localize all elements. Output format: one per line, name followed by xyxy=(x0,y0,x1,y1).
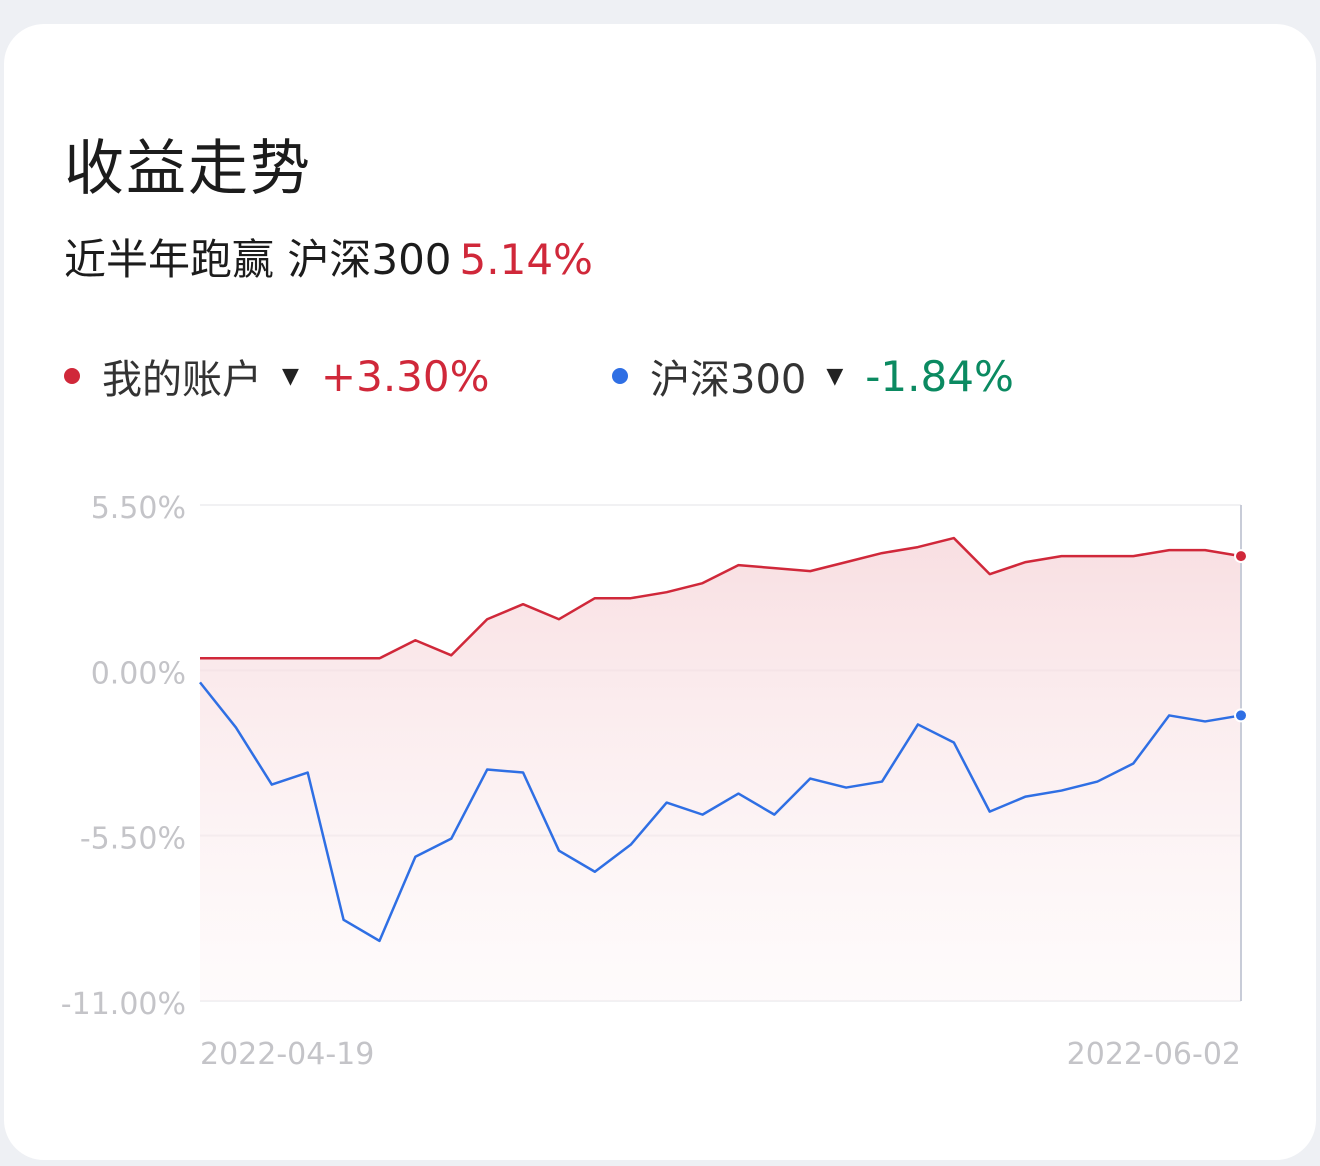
benchmark-series-dot xyxy=(612,368,628,384)
y-tick-label: 0.00% xyxy=(91,656,186,691)
y-tick-label: -5.50% xyxy=(80,822,186,857)
account-end-point xyxy=(1234,549,1248,564)
account-series-dot xyxy=(64,368,80,384)
y-tick-label: 5.50% xyxy=(91,491,186,526)
x-tick-label: 2022-04-19 xyxy=(200,1037,374,1072)
y-tick-label: -11.00% xyxy=(61,987,186,1022)
benchmark-end-point xyxy=(1234,708,1248,723)
triangle-down-icon[interactable]: ▼ xyxy=(282,363,299,389)
benchmark-summary-label: 近半年跑赢 沪深300 xyxy=(64,235,452,284)
account-return-value: +3.30% xyxy=(320,351,490,401)
account-series-line xyxy=(200,536,1242,660)
page-title: 收益走势 xyxy=(64,134,312,204)
account-series-area xyxy=(200,538,1241,1001)
benchmark-series-line xyxy=(199,681,1242,943)
account-series-name: 我的账户 xyxy=(102,357,262,403)
legend-item-account[interactable]: 我的账户 ▼ +3.30% xyxy=(64,346,490,406)
excess-return-value: 5.14% xyxy=(459,235,593,284)
benchmark-return-value: -1.84% xyxy=(865,351,1014,401)
triangle-down-icon[interactable]: ▼ xyxy=(826,363,844,389)
benchmark-summary: 近半年跑赢 沪深300 5.14% xyxy=(64,226,593,287)
legend-item-benchmark[interactable]: 沪深300 ▼ -1.84% xyxy=(612,346,1014,406)
benchmark-series-name: 沪深300 xyxy=(650,357,807,403)
x-tick-label: 2022-06-02 xyxy=(1067,1037,1241,1072)
